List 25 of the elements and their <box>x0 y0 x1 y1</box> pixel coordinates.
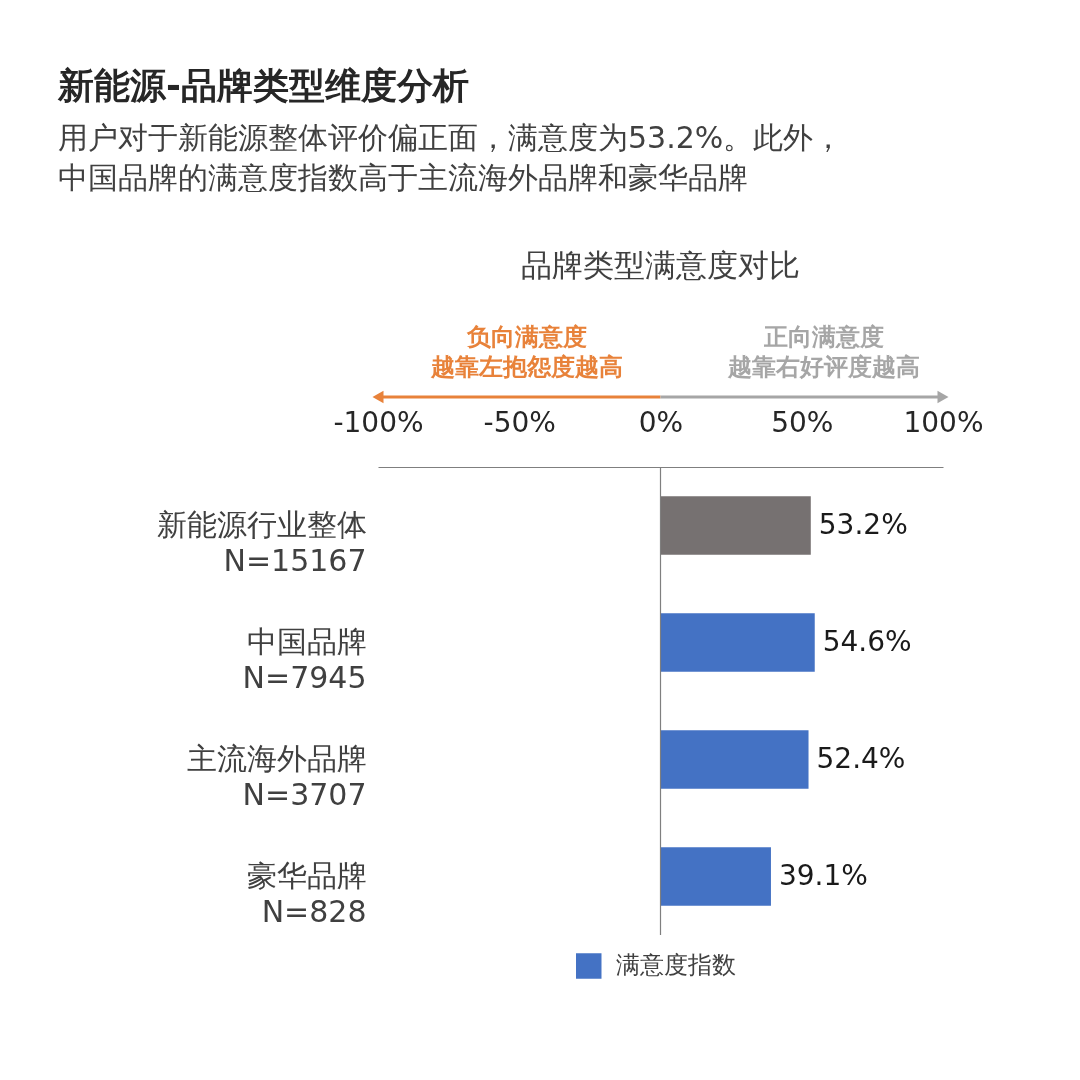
data-label: 39.1% <box>778 858 868 892</box>
legend-label: 满意度指数 <box>615 951 736 979</box>
x-tick-label: 0% <box>638 405 684 439</box>
y-tick-label: 豪华品牌 N=828 <box>246 857 367 929</box>
x-tick-label: 100% <box>903 405 984 439</box>
chart-title: 新能源-品牌类型维度分析 <box>57 65 469 106</box>
bar <box>660 847 771 906</box>
x-tick-label: 50% <box>771 405 834 439</box>
text: 越靠右好评度越高 <box>726 353 920 381</box>
bar <box>660 730 809 789</box>
bar <box>660 496 811 555</box>
y-tick-label: 主流海外品牌 N=3707 <box>186 740 367 812</box>
x-tick-label: -100% <box>333 405 424 439</box>
text: 正向满意度 <box>762 323 884 351</box>
chart-subtitle: 用户对于新能源整体评价偏正面，满意度为53.2%。此外，中国品牌的满意度指数高于主流海外品牌和豪华品牌 <box>58 120 844 195</box>
data-label: 54.6% <box>822 624 912 658</box>
y-tick-label: 新能源行业整体 N=15167 <box>156 506 367 578</box>
data-label: 53.2% <box>818 507 908 541</box>
bar <box>660 613 815 672</box>
text: 越靠左抱怨度越高 <box>430 353 624 381</box>
data-label: 52.4% <box>816 741 906 775</box>
text: 品牌类型满意度对比 <box>521 247 800 283</box>
x-tick-label: -50% <box>483 405 556 439</box>
y-tick-label: 中国品牌 N=7945 <box>242 623 367 695</box>
text: 负向满意度 <box>466 323 588 351</box>
